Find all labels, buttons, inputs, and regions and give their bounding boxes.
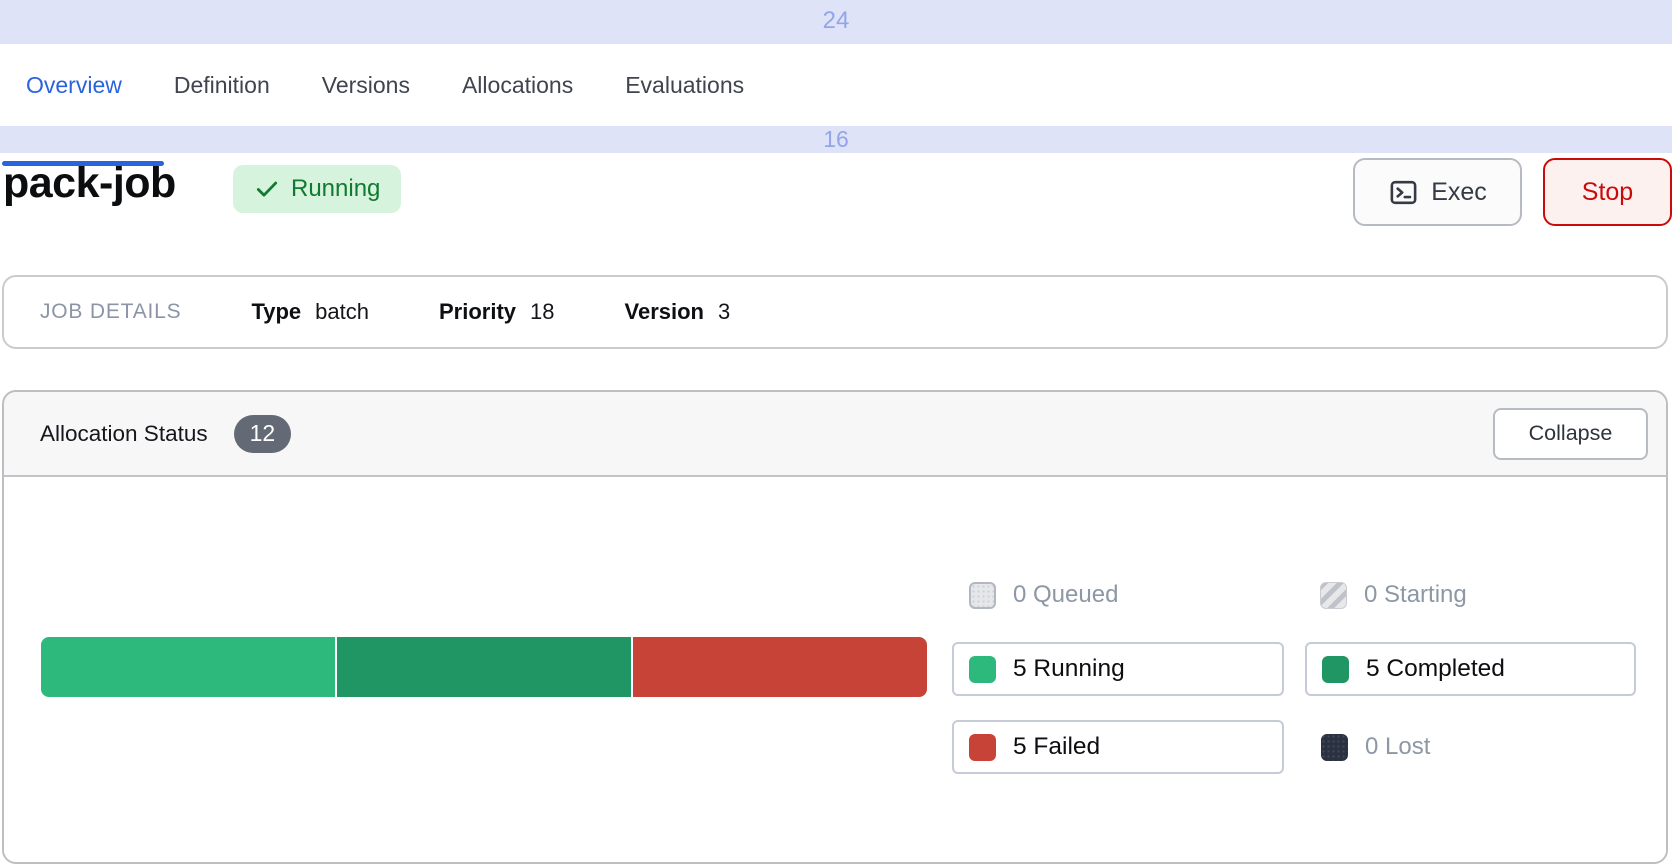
check-icon	[254, 176, 280, 202]
collapse-button[interactable]: Collapse	[1493, 407, 1648, 460]
job-version-label: Version	[624, 299, 704, 324]
tab-versions[interactable]: Versions	[321, 71, 410, 98]
allocation-status-title: Allocation Status	[40, 420, 208, 446]
bar-segment-failed[interactable]	[633, 637, 927, 697]
stop-button-label: Stop	[1581, 177, 1634, 206]
legend-running-label: 5 Running	[1013, 655, 1125, 682]
starting-swatch-icon	[1320, 581, 1347, 609]
allocation-status-card: Allocation Status 12 Collapse 0 Queued 0…	[2, 390, 1668, 864]
allocation-status-header: Allocation Status 12 Collapse	[4, 392, 1666, 477]
legend-item-lost: 0 Lost	[1321, 733, 1430, 761]
exec-button-label: Exec	[1431, 177, 1487, 206]
job-details-heading: JOB DETAILS	[40, 300, 182, 323]
legend-item-failed[interactable]: 5 Failed	[952, 720, 1284, 774]
legend-item-queued: 0 Queued	[969, 581, 1118, 609]
running-swatch-icon	[969, 655, 996, 683]
status-badge-label: Running	[291, 175, 381, 202]
legend-completed-label: 5 Completed	[1366, 655, 1505, 682]
legend-item-running[interactable]: 5 Running	[952, 642, 1284, 696]
stop-button[interactable]: Stop	[1543, 158, 1672, 226]
job-title-row: pack-job Running Exec Stop	[0, 153, 1672, 233]
tab-overview[interactable]: Overview	[26, 71, 122, 98]
job-details-panel: JOB DETAILS Type batch Priority 18 Versi…	[2, 275, 1668, 349]
failed-swatch-icon	[969, 733, 996, 761]
job-type-value: batch	[315, 299, 369, 324]
spacing-overlay-top: 24	[0, 0, 1672, 44]
legend-item-completed[interactable]: 5 Completed	[1305, 642, 1636, 696]
tab-definition[interactable]: Definition	[173, 71, 270, 98]
tab-evaluations[interactable]: Evaluations	[625, 71, 745, 98]
legend-item-starting: 0 Starting	[1320, 581, 1467, 609]
terminal-icon	[1388, 177, 1419, 208]
job-priority-value: 18	[530, 299, 555, 324]
job-priority-label: Priority	[439, 299, 517, 324]
legend-queued-label: 0 Queued	[1013, 581, 1119, 608]
active-tab-indicator	[2, 161, 164, 166]
exec-button[interactable]: Exec	[1353, 158, 1522, 226]
allocation-status-body: 0 Queued 0 Starting 5 Running 5 Complete…	[4, 477, 1666, 862]
spacing-value-top: 24	[822, 7, 850, 34]
allocation-count-badge: 12	[233, 414, 292, 453]
collapse-button-label: Collapse	[1528, 421, 1613, 445]
job-tab-bar: Overview Definition Versions Allocations…	[0, 44, 1672, 166]
legend-lost-label: 0 Lost	[1365, 733, 1431, 760]
job-type-label: Type	[251, 299, 302, 324]
legend-failed-label: 5 Failed	[1013, 733, 1101, 760]
queued-swatch-icon	[969, 581, 996, 609]
legend-starting-label: 0 Starting	[1364, 581, 1467, 608]
completed-swatch-icon	[1322, 655, 1349, 683]
bar-segment-completed[interactable]	[337, 637, 631, 697]
lost-swatch-icon	[1321, 733, 1348, 761]
spacing-overlay-below-tabs: 16	[0, 126, 1672, 153]
job-version-value: 3	[718, 299, 731, 324]
page-title: pack-job	[3, 159, 176, 207]
tab-allocations[interactable]: Allocations	[461, 71, 574, 98]
bar-segment-running[interactable]	[41, 637, 335, 697]
allocation-stacked-bar	[41, 637, 927, 697]
status-badge: Running	[233, 165, 402, 213]
spacing-value-below-tabs: 16	[823, 126, 849, 152]
